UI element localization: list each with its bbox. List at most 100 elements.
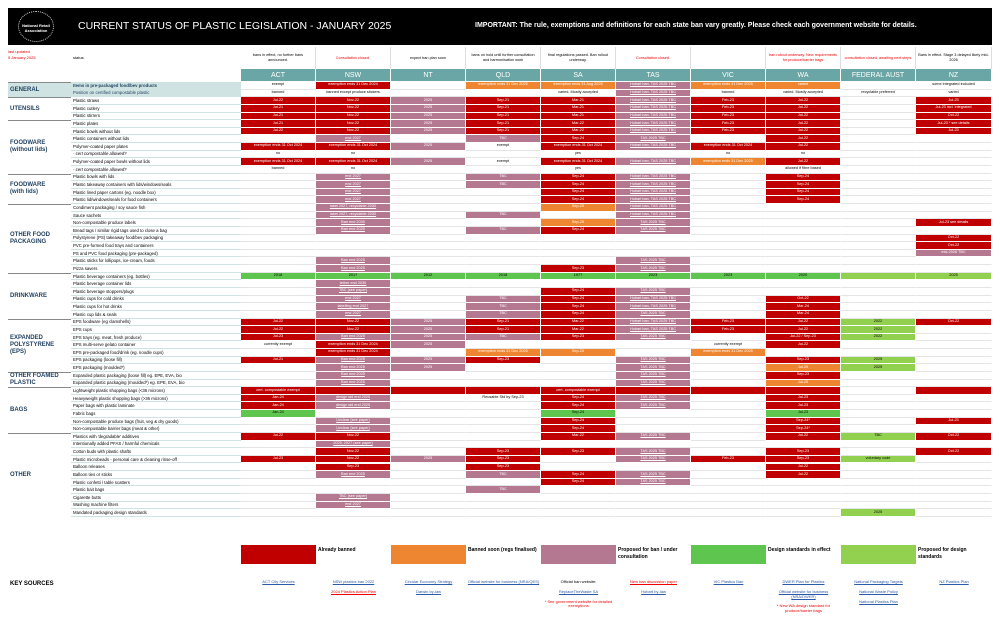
status-cell[interactable]: Unclear (see paper) [316, 417, 391, 426]
status-cell[interactable]: Hobart ban, TAS 2025 TBC [616, 295, 691, 304]
status-cell[interactable]: Ban end 2025 [316, 379, 391, 388]
status-cell[interactable]: design std end 2025 [316, 394, 391, 403]
status-cell[interactable]: TAS 2025 TBC [616, 432, 691, 441]
status-cell[interactable]: Hobart ban, TAS 2025 TBC [616, 211, 691, 220]
status-cell[interactable]: Hobart ban, TAS 2025 TBC [616, 326, 691, 334]
status-cell: cert. compostable exempt [541, 387, 616, 395]
status-cell[interactable]: TBC (see paper) [316, 288, 391, 296]
status-cell[interactable]: TAS 2025 TBC [616, 265, 691, 273]
status-cell[interactable]: TAS 2025 TBC [616, 402, 691, 411]
status-cell[interactable]: Ban end 2025 [316, 257, 391, 266]
status-cell[interactable]: TAS 2025 TBC [616, 135, 691, 144]
source-link[interactable]: Circular Economy Strategy [404, 579, 453, 584]
status-cell [241, 509, 316, 517]
row-label: Expanded plastic packaging (moulded*) eg… [71, 379, 241, 388]
source-link[interactable]: 2024 Plastics Action Plan [331, 588, 376, 594]
status-cell[interactable]: end 2027 [316, 310, 391, 319]
status-cell [766, 257, 841, 266]
status-cell[interactable]: Hobart ban, TAS 2025 TBC [616, 127, 691, 136]
status-cell: Jul-23 [241, 455, 316, 464]
status-cell[interactable]: Ban end 2025 [316, 371, 391, 380]
status-cell[interactable]: label 2027, recyclable 2030 [316, 211, 391, 220]
status-cell[interactable]: TAS 2025 TBC [616, 471, 691, 479]
status-cell[interactable]: Hobart ban, TAS 2025 TBC [616, 97, 691, 105]
status-cell[interactable]: TAS 2025 TBC [616, 478, 691, 487]
status-cell[interactable]: TAS 2025 TBC [616, 379, 691, 388]
status-cell[interactable]: TBC (see paper) [316, 494, 391, 502]
status-cell[interactable]: labelling end 2027 [316, 303, 391, 311]
status-cell[interactable]: Hobart ban, TAS 2025 TBC [616, 204, 691, 212]
status-cell[interactable]: TAS 2025 TBC [616, 333, 691, 342]
status-cell[interactable]: Hobart ban, TAS 2025 TBC [616, 104, 691, 113]
status-cell[interactable]: TAS 2025 TBC [616, 219, 691, 227]
status-cell[interactable]: Ban end 2025 [316, 364, 391, 372]
status-cell[interactable]: end 2027 [316, 196, 391, 205]
status-cell[interactable]: TAS 2025 TBC [616, 226, 691, 235]
status-cell[interactable]: end 2027 [316, 173, 391, 182]
source-column: New ban discussion paper Hobart by-law [616, 579, 691, 600]
source-link[interactable]: ACT City Services [262, 579, 295, 584]
status-cell [916, 226, 992, 235]
status-cell[interactable]: TAS 2025 TBC [616, 448, 691, 456]
source-link[interactable]: VIC Plastics Ban [713, 579, 744, 584]
status-cell[interactable]: end 2027 [316, 188, 391, 197]
status-cell: TBC [466, 135, 541, 144]
source-link[interactable]: DWER Plan for Plastics [782, 579, 825, 584]
status-cell[interactable]: Unclear (see paper) [316, 425, 391, 433]
status-cell[interactable]: Hobart ban, TAS 2025 TBC [616, 158, 691, 166]
status-cell[interactable]: TAS 2025 TBC [616, 257, 691, 266]
status-cell[interactable]: label 2027, recyclable 2030 [316, 204, 391, 212]
status-cell: 2025 [841, 509, 916, 517]
source-link[interactable]: Darwin by-law [415, 588, 442, 594]
source-link[interactable]: Hobart by-law [641, 588, 666, 594]
status-cell[interactable]: end 2027 [316, 181, 391, 189]
status-cell[interactable]: Hobart ban, TAS 2025 TBC [616, 112, 691, 121]
status-cell[interactable]: design std end 2025 [316, 402, 391, 411]
status-cell[interactable]: TAS 2025 TBC [616, 310, 691, 319]
source-link[interactable]: NZ Plastics Plan [939, 579, 969, 584]
source-link[interactable]: * New WA design standard for produce/bar… [776, 603, 831, 614]
source-link[interactable]: New ban discussion paper [630, 579, 677, 584]
status-cell[interactable]: tether end 2030 [316, 280, 391, 288]
status-cell[interactable]: Hobart ban, TAS 2025 TBC [616, 143, 691, 151]
status-cell [391, 196, 466, 205]
status-cell[interactable]: Hobart ban, TAS 2025 TBC [616, 82, 691, 90]
status-cell[interactable]: TAS 2025 TBC [616, 394, 691, 403]
source-link[interactable]: Official ban website: [560, 579, 597, 584]
status-cell[interactable]: end 2027 [316, 135, 391, 144]
status-cell[interactable]: Ban end 2025 [316, 471, 391, 479]
status-cell[interactable]: Hobart ban, TAS 2025 TBC [616, 188, 691, 197]
source-link[interactable]: Official website for business (NRA/DWER) [778, 588, 829, 599]
source-link[interactable]: Official website for business (NRA/QES) [467, 579, 540, 584]
status-cell[interactable]: Hobart ban, TAS 2025 TBC [616, 181, 691, 189]
source-link[interactable]: National Waste Policy [859, 588, 898, 594]
status-cell[interactable]: Hobart ban, TAS 2025 TBC [616, 196, 691, 205]
status-cell[interactable]: TAS 2025 TBC [616, 371, 691, 380]
status-cell [391, 150, 466, 159]
status-cell[interactable]: Hobart ban, TAS 2025 TBC [616, 173, 691, 182]
status-cell[interactable]: Hobart ban, TAS 2025 TBC [616, 89, 691, 98]
status-cell[interactable]: Ban end 2025 [316, 265, 391, 273]
status-cell[interactable]: Hobart ban, TAS 2025 TBC [616, 318, 691, 327]
status-cell[interactable]: TAS 2025 TBC [616, 288, 691, 296]
status-cell[interactable]: Hobart ban, TAS 2025 TBC [616, 120, 691, 128]
status-cell[interactable]: Hobart ban, TAS 2025 TBC [616, 303, 691, 311]
status-cell[interactable]: end 2027 [316, 295, 391, 304]
status-cell[interactable]: Ban end 2030 [316, 219, 391, 227]
status-cell[interactable]: 2025, 2027 (see paper) [316, 440, 391, 449]
source-link[interactable]: NSW plastics ban 2022 [332, 579, 375, 584]
status-cell[interactable]: Ban end 2025 [316, 356, 391, 365]
status-cell [766, 349, 841, 357]
status-cell[interactable]: end 2027 [316, 501, 391, 510]
status-cell [241, 280, 316, 288]
source-link[interactable]: National Packaging Targets [854, 579, 903, 584]
source-link[interactable]: * See government website for detailed ex… [544, 598, 613, 609]
status-label: status [73, 55, 84, 60]
status-cell[interactable]: TAS 2025 TBC [616, 356, 691, 365]
status-cell[interactable]: Ban end 2025 [316, 226, 391, 235]
status-cell[interactable]: TAS 2025 TBC [616, 364, 691, 372]
source-link[interactable]: ReplaceTheWaste SA [558, 588, 599, 594]
status-cell[interactable]: Ban end 2025 [316, 333, 391, 342]
source-link[interactable]: National Plastics Plan [859, 598, 898, 604]
status-cell[interactable]: TAS 2025 TBC [616, 455, 691, 464]
